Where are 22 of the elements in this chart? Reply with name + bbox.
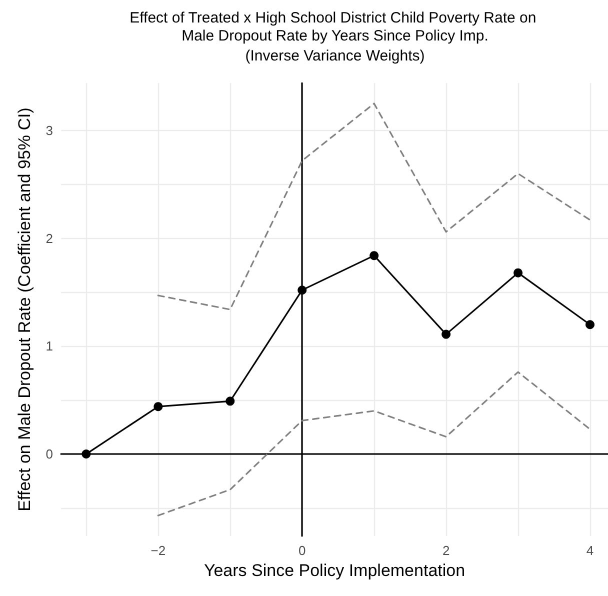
point bbox=[514, 268, 523, 278]
chart-title: Effect of Treated x High School District Child Poverty Rate on Male Dropout Rate by Years Since Policy Imp. bbox=[130, 10, 540, 44]
y-tick-label: 2 bbox=[46, 230, 53, 246]
x-tick-label: −2 bbox=[150, 543, 166, 558]
x-tick-label: 0 bbox=[298, 543, 306, 558]
line-series bbox=[157, 371, 591, 516]
point bbox=[226, 396, 235, 406]
x-axis-title: Years Since Policy Implementation bbox=[204, 560, 466, 580]
x-tick-label: 4 bbox=[586, 543, 594, 558]
point bbox=[442, 330, 451, 339]
point bbox=[586, 320, 595, 330]
y-axis-title: Effect on Male Dropout Rate (Coefficient and 95% CI) bbox=[15, 108, 34, 512]
y-tick-label: 0 bbox=[46, 446, 53, 462]
point bbox=[298, 286, 307, 295]
y-tick-label: 1 bbox=[46, 338, 53, 354]
line-series bbox=[157, 102, 591, 310]
x-tick-label: 2 bbox=[442, 543, 450, 558]
point bbox=[154, 402, 163, 412]
point bbox=[82, 450, 91, 459]
y-tick-label: 3 bbox=[46, 122, 53, 138]
chart-subtitle: (Inverse Variance Weights) bbox=[245, 48, 425, 64]
point bbox=[370, 251, 379, 260]
